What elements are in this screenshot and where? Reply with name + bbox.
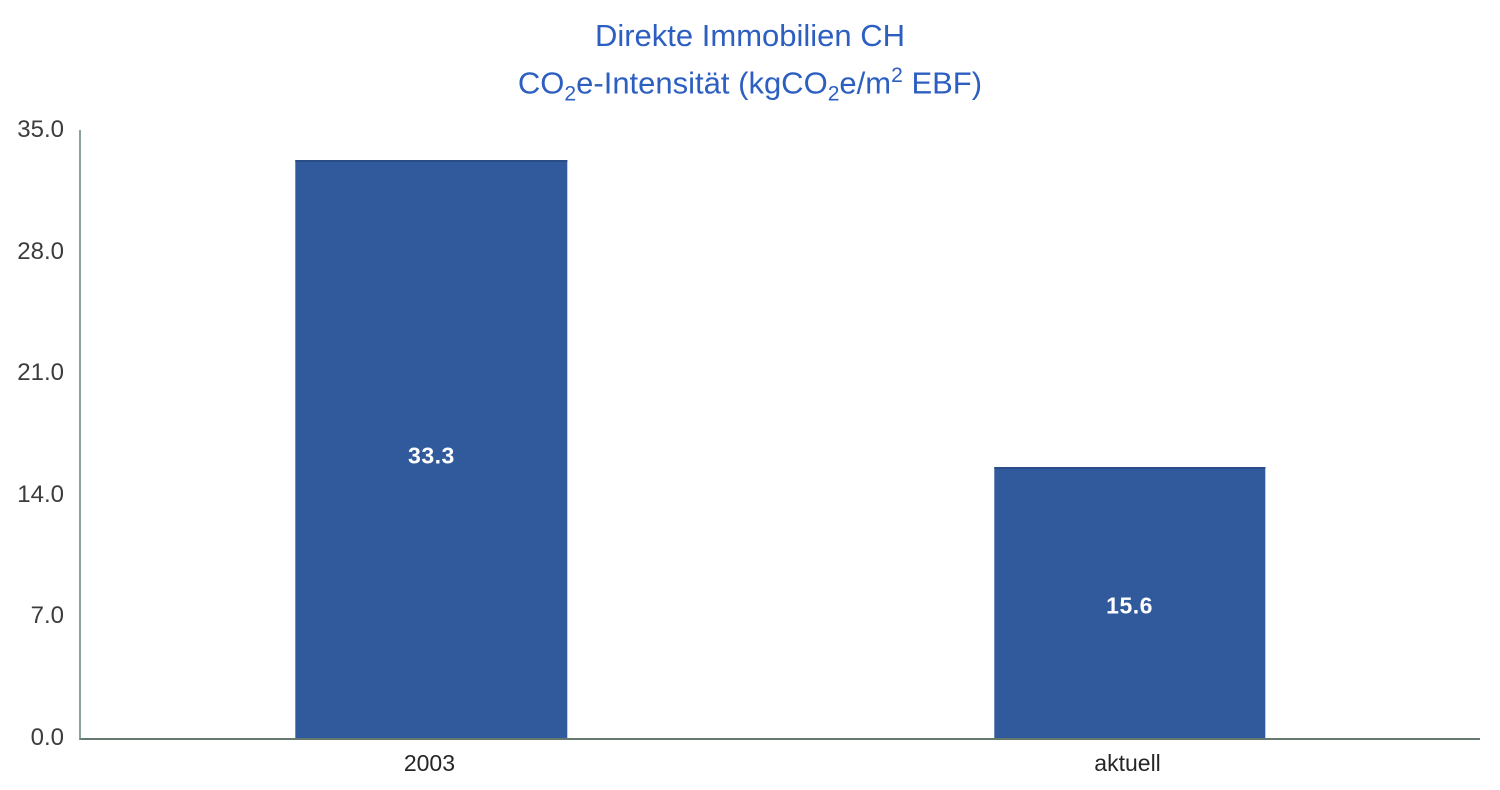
y-tick-label: 0.0: [30, 724, 64, 751]
subtitle-part: CO: [517, 65, 565, 101]
y-tick-label: 28.0: [17, 237, 64, 265]
x-tick-label: 2003: [403, 750, 456, 776]
y-axis-tick-labels: 35.0 28.0 21.0 14.0 7.0 0.0: [0, 116, 64, 751]
bar-value-label: 33.3: [408, 442, 455, 469]
y-tick-label: 35.0: [17, 116, 64, 143]
bar-value-label: 15.6: [1106, 592, 1153, 619]
chart-subtitle: CO2e-Intensität (kgCO2e/m2 EBF): [0, 56, 1500, 115]
chart-title-block: Direkte Immobilien CH CO2e-Intensität (k…: [0, 16, 1500, 115]
y-tick-label: 14.0: [17, 480, 64, 508]
y-tick-label: 21.0: [17, 359, 64, 387]
subtitle-part: EBF): [902, 65, 983, 101]
subtitle-subscript: 2: [827, 82, 840, 106]
subtitle-subscript: 2: [564, 82, 577, 106]
plot-area: 33.3 15.6: [79, 130, 1480, 740]
y-tick-label: 7.0: [30, 602, 64, 630]
x-tick-label: aktuell: [1094, 750, 1161, 776]
subtitle-superscript: 2: [891, 64, 903, 87]
subtitle-part: e/m: [839, 65, 892, 101]
subtitle-part: e-Intensität (kgCO: [576, 65, 828, 101]
bar: 15.6: [993, 467, 1266, 738]
chart-title: Direkte Immobilien CH: [594, 18, 906, 53]
x-axis-tick-labels: 2003 aktuell: [79, 750, 1478, 780]
bar: 33.3: [295, 159, 568, 738]
